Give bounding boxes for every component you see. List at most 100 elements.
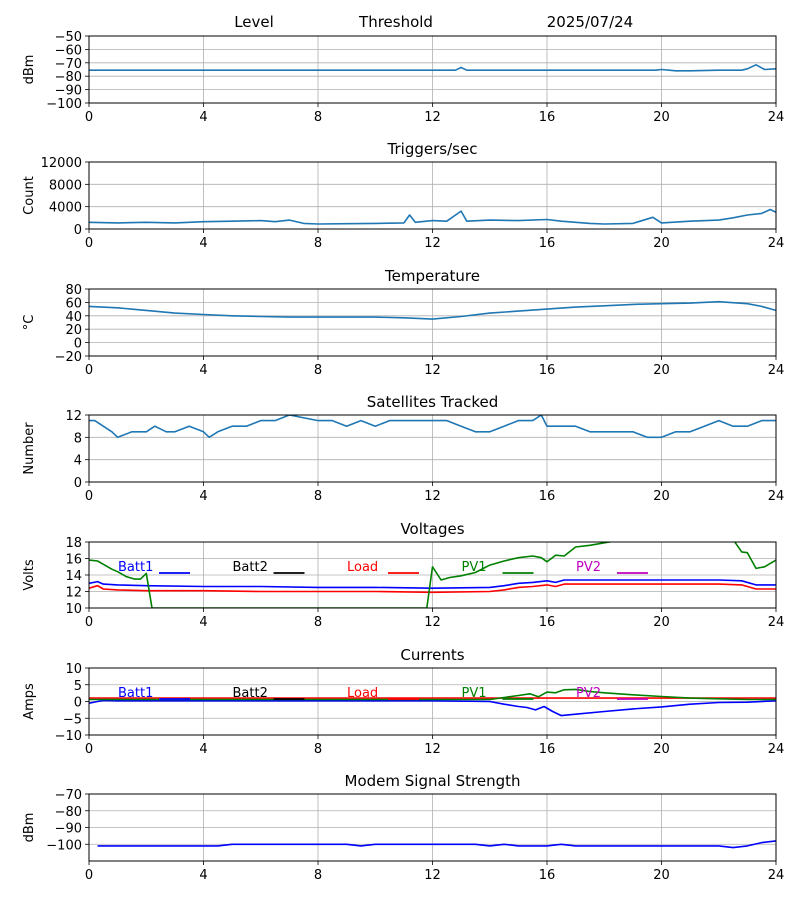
x-tick-label: 4	[199, 868, 207, 883]
y-tick-label: 40	[65, 310, 82, 325]
x-tick-label: 24	[768, 615, 785, 630]
x-tick-label: 4	[199, 615, 207, 630]
panel-title-currents: Currents	[400, 646, 464, 664]
y-axis-label-voltages: Volts	[22, 559, 37, 591]
plot-frame-currents	[88, 667, 777, 736]
panel-level: dBm 0 4 8 12 16 20 24 −100−90−80−70−60−50	[22, 30, 784, 125]
x-tick-label: 8	[314, 489, 322, 504]
header-level-label: Level	[234, 13, 274, 31]
x-tick-label: 8	[314, 363, 322, 378]
x-tick-label: 24	[768, 236, 785, 251]
plot-frame-satellites	[88, 414, 777, 483]
x-tick-label: 20	[653, 110, 670, 125]
x-tick-label: 20	[653, 615, 670, 630]
x-tick-label: 16	[539, 363, 556, 378]
plot-frame-temperature	[88, 288, 777, 357]
x-tick-label: 12	[424, 615, 441, 630]
y-tick-label: 60	[65, 296, 82, 311]
x-tick-label: 16	[539, 489, 556, 504]
series-line-modem	[97, 840, 776, 849]
x-tick-label: 0	[85, 615, 93, 630]
series-line-triggers	[89, 208, 776, 225]
x-tick-label: 24	[768, 868, 785, 883]
y-tick-label: −100	[46, 838, 82, 853]
y-tick-label: 4	[74, 454, 82, 469]
legend-label-pv2: PV2	[576, 560, 601, 575]
x-tick-label: 24	[768, 363, 785, 378]
series-line-level	[89, 64, 776, 72]
header-threshold-label: Threshold	[358, 13, 433, 31]
legend-label-pv2: PV2	[576, 686, 601, 701]
y-axis-label-triggers: Count	[22, 176, 37, 215]
y-tick-label: 0	[74, 476, 82, 491]
y-tick-label: 8000	[49, 178, 82, 193]
x-tick-label: 12	[424, 489, 441, 504]
x-tick-label: 20	[653, 489, 670, 504]
x-tick-label: 4	[199, 742, 207, 757]
y-tick-label: 0	[74, 337, 82, 352]
panel-title-voltages: Voltages	[400, 520, 464, 538]
y-tick-label: −70	[55, 57, 82, 72]
x-tick-label: 12	[424, 236, 441, 251]
legend-label-pv1: PV1	[462, 686, 487, 701]
x-tick-label: 24	[768, 742, 785, 757]
legend-label-batt2: Batt2	[233, 686, 268, 701]
legend-label-pv1: PV1	[462, 560, 487, 575]
series-line-temperature	[89, 300, 776, 320]
x-tick-label: 24	[768, 489, 785, 504]
plot-frame-level	[88, 35, 777, 104]
y-tick-label: −80	[55, 805, 82, 820]
legend-label-batt1: Batt1	[118, 686, 153, 701]
y-axis-label-temperature: °C	[22, 315, 37, 331]
x-tick-label: 12	[424, 110, 441, 125]
y-tick-label: 14	[65, 569, 82, 584]
x-tick-label: 4	[199, 363, 207, 378]
series-line-voltages-batt1	[89, 579, 776, 590]
series-line-currents-pv1	[89, 688, 776, 701]
y-axis-label-level: dBm	[22, 55, 37, 85]
x-tick-label: 0	[85, 489, 93, 504]
y-tick-label: 5	[74, 679, 82, 694]
plot-frame-modem	[88, 793, 777, 862]
x-tick-label: 16	[539, 110, 556, 125]
x-tick-label: 8	[314, 236, 322, 251]
panel-title-temperature: Temperature	[384, 267, 480, 285]
x-tick-label: 4	[199, 236, 207, 251]
y-tick-label: 18	[65, 536, 82, 551]
series-line-voltages-pv1	[89, 542, 776, 608]
x-tick-label: 12	[424, 868, 441, 883]
x-tick-label: 8	[314, 110, 322, 125]
y-tick-label: 10	[65, 662, 82, 677]
x-tick-label: 8	[314, 615, 322, 630]
y-tick-label: −5	[63, 712, 82, 727]
y-tick-label: 20	[65, 323, 82, 338]
plot-frame-triggers	[88, 161, 777, 230]
x-tick-label: 0	[85, 236, 93, 251]
x-tick-label: 0	[85, 110, 93, 125]
legend-label-batt2: Batt2	[233, 560, 268, 575]
y-tick-label: −20	[55, 350, 82, 365]
panel-title-satellites: Satellites Tracked	[367, 393, 498, 411]
x-tick-label: 16	[539, 615, 556, 630]
plot-frame-voltages	[88, 541, 777, 609]
x-tick-label: 4	[199, 110, 207, 125]
legend-label-load: Load	[347, 560, 378, 575]
y-tick-label: −50	[55, 30, 82, 45]
x-tick-label: 8	[314, 868, 322, 883]
panel-satellites: Satellites Tracked Number 0 4 8 12 16 20 24 0 4 8 12	[22, 393, 784, 504]
x-tick-label: 0	[85, 363, 93, 378]
y-tick-label: −80	[55, 70, 82, 85]
series-line-voltages-load	[89, 583, 776, 594]
y-tick-label: 12	[65, 586, 82, 601]
y-tick-label: 16	[65, 553, 82, 568]
y-tick-label: −100	[46, 97, 82, 112]
x-tick-label: 20	[653, 742, 670, 757]
y-tick-label: 80	[65, 283, 82, 298]
x-tick-label: 12	[424, 363, 441, 378]
legend-label-load: Load	[347, 686, 378, 701]
y-axis-label-currents: Amps	[22, 683, 37, 720]
y-tick-label: −70	[55, 788, 82, 803]
